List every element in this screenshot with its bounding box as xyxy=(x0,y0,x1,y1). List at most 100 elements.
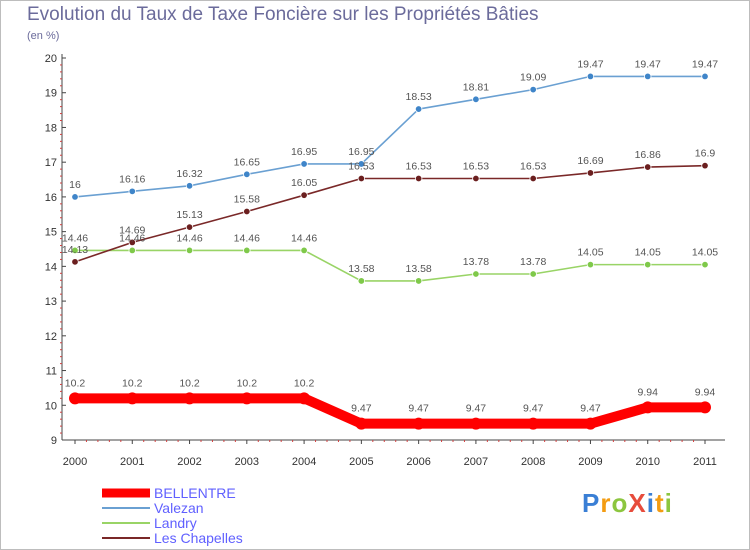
data-point xyxy=(414,277,423,285)
y-tick-label: 16 xyxy=(45,192,57,204)
data-point xyxy=(529,270,537,278)
data-point xyxy=(128,246,136,255)
x-tick-label: 2001 xyxy=(120,456,144,468)
data-label: 14.05 xyxy=(635,247,661,259)
data-point xyxy=(414,174,423,183)
legend-label: BELLENTRE xyxy=(154,485,236,501)
series-line-les-chapelles xyxy=(74,164,706,263)
data-point xyxy=(71,258,79,266)
data-label: 16.95 xyxy=(291,146,317,158)
data-point xyxy=(529,85,537,94)
data-point xyxy=(126,392,139,405)
data-point xyxy=(644,260,652,269)
data-label: 13.78 xyxy=(520,256,546,268)
y-tick-label: 11 xyxy=(46,366,57,378)
x-tick-label: 2008 xyxy=(521,456,545,468)
data-label: 10.2 xyxy=(122,377,143,389)
data-label: 10.2 xyxy=(179,377,200,389)
data-label: 13.78 xyxy=(463,256,489,268)
data-point xyxy=(529,174,537,183)
x-tick-label: 2007 xyxy=(464,456,488,468)
data-label: 16.95 xyxy=(348,146,374,158)
data-label: 9.94 xyxy=(638,386,659,398)
series-line-bellentre xyxy=(70,393,710,429)
data-point xyxy=(355,417,368,430)
data-point xyxy=(357,160,366,168)
data-label: 16.9 xyxy=(695,148,716,160)
data-label: 16 xyxy=(69,179,81,191)
data-point xyxy=(472,270,480,278)
data-label: 10.2 xyxy=(237,377,258,389)
point-labels: 16 16.16 16.32 16.65 16.95 16.95 18.53 18.81 19.… xyxy=(62,58,718,414)
data-point xyxy=(644,163,652,171)
data-label: 16.53 xyxy=(463,161,489,173)
legend xyxy=(102,488,150,539)
axes: 9 10 11 12 13 14 15 16 17 18 19 20 2000 2001 2002 2003 2… xyxy=(45,53,725,468)
x-tick-label: 2002 xyxy=(177,456,201,468)
data-label: 16.53 xyxy=(405,161,431,173)
data-label: 14.46 xyxy=(119,232,145,244)
data-label: 14.13 xyxy=(62,244,88,256)
x-tick-label: 2011 xyxy=(693,456,717,468)
data-label: 13.58 xyxy=(348,263,374,275)
data-point xyxy=(300,246,308,255)
data-point xyxy=(185,182,194,190)
data-label: 14.46 xyxy=(234,232,260,244)
data-point xyxy=(412,417,425,430)
x-tick-label: 2003 xyxy=(235,456,259,468)
data-label: 10.2 xyxy=(65,377,86,389)
data-label: 15.58 xyxy=(234,193,260,205)
y-tick-label: 12 xyxy=(45,331,57,343)
data-point xyxy=(586,260,595,269)
y-tick-label: 18 xyxy=(45,122,57,134)
x-tick-label: 2006 xyxy=(406,456,430,468)
logo-letter: i xyxy=(646,488,655,518)
logo-letter: o xyxy=(611,488,629,518)
y-tick-label: 19 xyxy=(45,88,57,100)
y-tick-label: 10 xyxy=(45,400,57,412)
data-label: 14.46 xyxy=(62,232,88,244)
data-point xyxy=(414,105,423,113)
data-label: 9.47 xyxy=(466,403,487,415)
data-label: 9.47 xyxy=(523,403,544,415)
data-point xyxy=(185,223,194,231)
data-label: 19.47 xyxy=(577,58,603,70)
data-point xyxy=(701,72,709,81)
data-point xyxy=(240,392,253,405)
data-point xyxy=(584,417,597,430)
data-label: 14.46 xyxy=(176,232,202,244)
logo-letter: i xyxy=(664,488,673,518)
legend-label: Valezan xyxy=(154,500,204,516)
data-label: 9.94 xyxy=(695,386,716,398)
data-label: 14.05 xyxy=(692,247,718,259)
data-label: 13.58 xyxy=(405,263,431,275)
data-label: 16.53 xyxy=(520,161,546,173)
x-tick-label: 2000 xyxy=(63,456,87,468)
logo-letter: P xyxy=(582,488,601,518)
data-label: 9.47 xyxy=(580,403,601,415)
data-label: 19.09 xyxy=(520,72,546,84)
data-point xyxy=(71,246,79,255)
data-label: 9.47 xyxy=(351,403,372,415)
legend-label: Landry xyxy=(154,515,197,531)
data-point xyxy=(128,187,136,196)
series-lines xyxy=(69,72,711,430)
data-point xyxy=(243,246,251,255)
data-label: 18.81 xyxy=(463,81,489,93)
data-point xyxy=(300,160,308,168)
data-point xyxy=(71,193,79,201)
data-point xyxy=(701,161,709,170)
data-point xyxy=(183,392,196,405)
data-label: 16.32 xyxy=(176,168,202,180)
data-point xyxy=(300,191,308,199)
series-line-valezan xyxy=(74,75,706,198)
data-point xyxy=(699,401,711,414)
data-label: 14.05 xyxy=(577,247,603,259)
y-tick-label: 14 xyxy=(45,261,57,273)
data-point xyxy=(357,174,366,183)
data-label: 10.2 xyxy=(294,377,315,389)
data-point xyxy=(527,417,540,430)
data-point xyxy=(472,174,480,183)
